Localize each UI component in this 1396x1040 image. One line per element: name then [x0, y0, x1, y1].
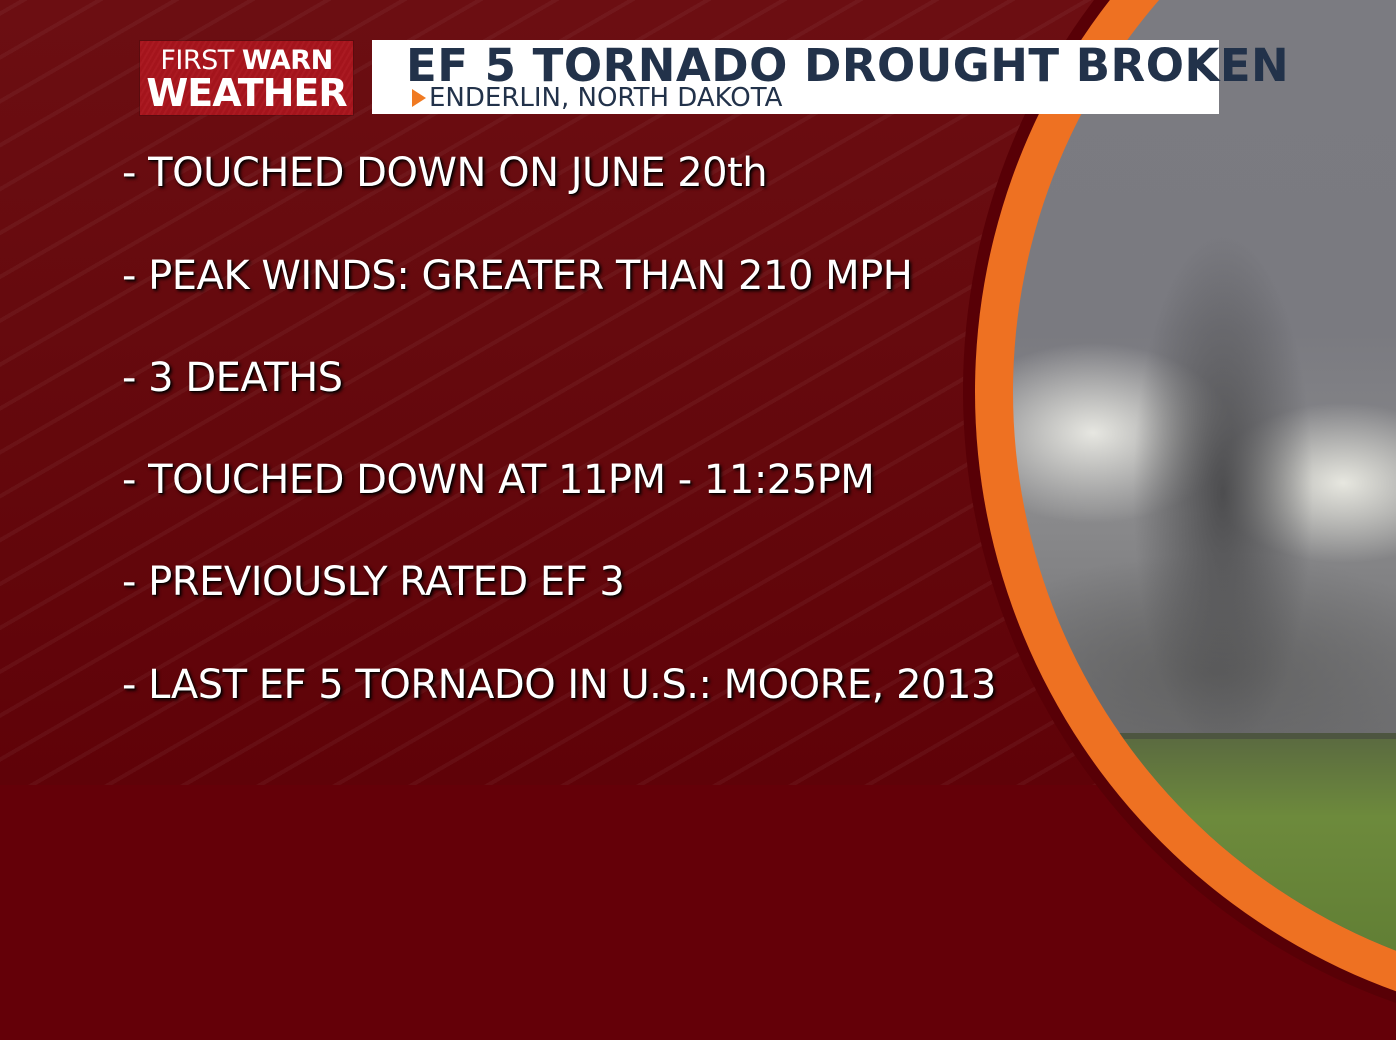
first-warn-weather-logo: FIRST WARN WEATHER: [140, 41, 353, 115]
headline-box: EF 5 TORNADO DROUGHT BROKEN ENDERLIN, NO…: [372, 40, 1289, 114]
fact-item: - PEAK WINDS: GREATER THAN 210 MPH: [122, 253, 913, 299]
fact-item: - LAST EF 5 TORNADO IN U.S.: MOORE, 2013: [122, 662, 996, 708]
tornado-photo: [1013, 0, 1396, 991]
logo-warn: WARN: [241, 45, 333, 76]
grass-field: [1013, 739, 1396, 991]
logo-first: FIRST: [160, 45, 234, 76]
fact-item: - TOUCHED DOWN AT 11PM - 11:25PM: [122, 457, 875, 503]
logo-weather: WEATHER: [146, 71, 347, 115]
fact-item: - PREVIOUSLY RATED EF 3: [122, 559, 625, 605]
headline-title: EF 5 TORNADO DROUGHT BROKEN: [406, 39, 1290, 92]
logo-line-1: FIRST WARN: [140, 46, 353, 76]
fact-item: - 3 DEATHS: [122, 355, 343, 401]
play-triangle-icon: [412, 89, 426, 107]
headline-subtitle: ENDERLIN, NORTH DAKOTA: [412, 84, 782, 112]
fact-item: - TOUCHED DOWN ON JUNE 20th: [122, 150, 768, 196]
location-text: ENDERLIN, NORTH DAKOTA: [429, 83, 783, 113]
horizon-line: [1013, 733, 1396, 741]
